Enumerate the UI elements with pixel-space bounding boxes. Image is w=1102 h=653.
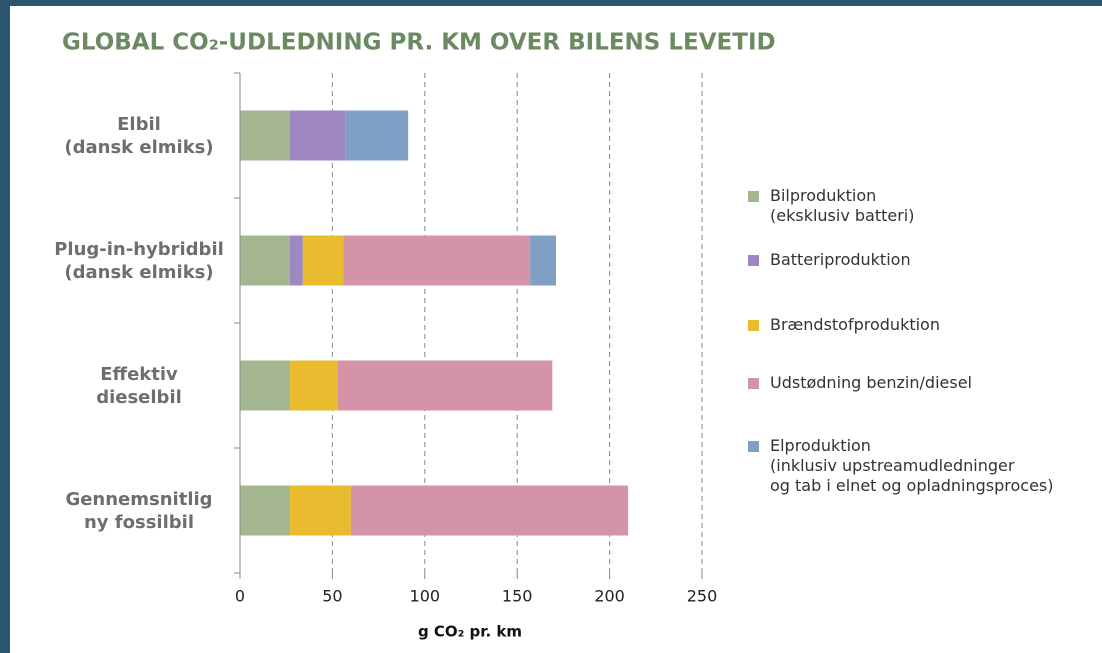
- x-tick-label: 200: [594, 587, 625, 606]
- category-label: Elbil (dansk elmiks): [24, 113, 254, 159]
- category-label: Gennemsnitlig ny fossilbil: [24, 488, 254, 534]
- page: GLOBAL CO₂-UDLEDNING PR. KM OVER BILENS …: [0, 0, 1102, 653]
- bar-segment: [343, 236, 530, 286]
- legend-swatch: [748, 378, 759, 389]
- legend-swatch: [748, 441, 759, 452]
- bar-segment: [290, 361, 338, 411]
- bar-segment: [530, 236, 556, 286]
- category-label: Plug-in-hybridbil (dansk elmiks): [24, 238, 254, 284]
- bar-segment: [345, 111, 408, 161]
- x-tick-label: 100: [410, 587, 441, 606]
- legend-entry: Elproduktion (inklusiv upstreamudledning…: [748, 436, 1054, 496]
- bar-segment: [290, 236, 303, 286]
- bar-segment: [303, 236, 344, 286]
- legend-entry: Batteriproduktion: [748, 250, 911, 270]
- x-tick-label: 150: [502, 587, 533, 606]
- legend-entry: Bilproduktion (eksklusiv batteri): [748, 186, 915, 226]
- legend-swatch: [748, 255, 759, 266]
- legend-swatch: [748, 191, 759, 202]
- bar-segment: [290, 486, 351, 536]
- x-tick-label: 50: [322, 587, 342, 606]
- legend-swatch: [748, 320, 759, 331]
- legend-entry: Brændstofproduktion: [748, 315, 940, 335]
- bar-segment: [338, 361, 552, 411]
- chart-title: GLOBAL CO₂-UDLEDNING PR. KM OVER BILENS …: [62, 30, 776, 56]
- x-tick-label: 0: [235, 587, 245, 606]
- bar-segment: [351, 486, 628, 536]
- x-tick-label: 250: [687, 587, 718, 606]
- legend-entry: Udstødning benzin/diesel: [748, 373, 972, 393]
- category-label: Effektiv dieselbil: [24, 363, 254, 409]
- x-axis-label: g CO₂ pr. km: [418, 623, 522, 641]
- bar-segment: [290, 111, 345, 161]
